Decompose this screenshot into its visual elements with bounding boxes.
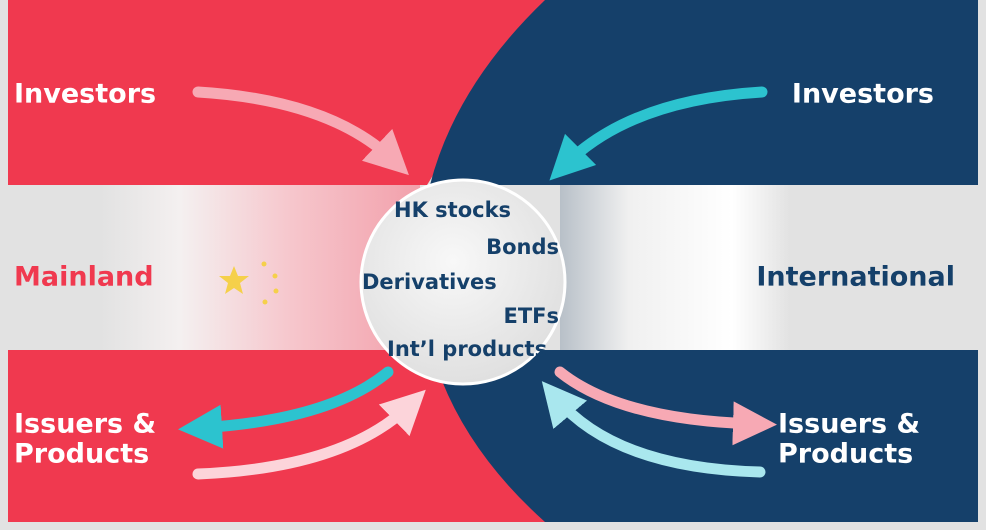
product: Derivatives <box>362 270 497 294</box>
arrow <box>549 86 768 181</box>
arrow <box>192 389 426 480</box>
product: ETFs <box>503 304 559 328</box>
hk-circle <box>359 178 567 386</box>
label: Products <box>778 439 913 470</box>
label: Mainland <box>14 262 154 293</box>
label: Issuers & <box>14 409 156 440</box>
flag-stars <box>219 261 279 305</box>
arrows <box>178 86 777 480</box>
products: HK stocks Bonds Derivatives ETFs Int’l p… <box>362 198 559 361</box>
label: Investors <box>792 79 934 110</box>
mainland-flag <box>100 185 420 350</box>
product: HK stocks <box>394 198 511 222</box>
arrow <box>178 366 394 449</box>
arrow <box>541 381 766 478</box>
arrow <box>192 86 409 176</box>
product: Int’l products <box>387 337 547 361</box>
label: International <box>756 262 955 293</box>
label: Products <box>14 439 149 470</box>
world-map <box>560 185 790 350</box>
label: Investors <box>14 79 156 110</box>
labels: Investors Investors Mainland Internation… <box>14 79 955 470</box>
product: Bonds <box>486 235 559 259</box>
label: Issuers & <box>778 409 920 440</box>
